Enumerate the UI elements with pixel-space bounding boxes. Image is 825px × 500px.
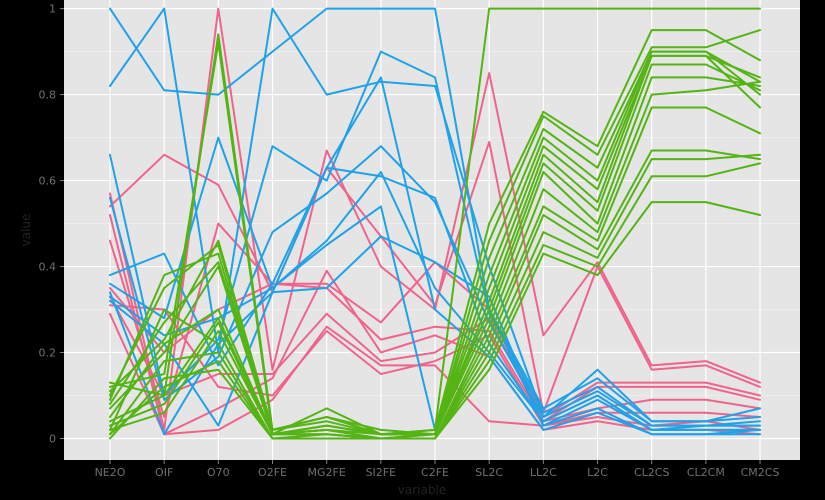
x-tick-label: C2FE [421,466,449,479]
y-tick-label: 0.2 [39,347,57,360]
x-tick-label: O70 [207,466,230,479]
series-lines [109,7,761,440]
y-axis-title: value [19,214,33,247]
series-line-group-2 [109,145,761,427]
x-axis: NE2O OIF O70 O2FE MG2FE SI2FE C2FE SL2C LL2C L2C C… [95,460,780,479]
series-line-group-2 [109,7,761,423]
series-line-group-3 [109,201,761,440]
series-line-group-3 [109,29,761,436]
series-line-group-2 [109,76,761,436]
y-tick-label: 0.6 [39,175,57,188]
x-axis-title: variable [398,483,446,497]
x-tick-label: MG2FE [308,466,346,479]
x-tick-label: NE2O [95,466,126,479]
x-tick-label: CL2CS [634,466,669,479]
series-line-group-1 [109,304,761,427]
y-tick-label: 1 [49,3,56,16]
y-tick-label: 0.4 [39,261,57,274]
x-tick-label: L2C [587,466,608,479]
x-tick-label: O2FE [258,466,287,479]
y-tick-label: 0.8 [39,89,57,102]
series-line-group-1 [109,295,761,423]
x-tick-label: LL2C [530,466,557,479]
y-tick-label: 0 [49,433,56,446]
x-tick-label: SL2C [475,466,503,479]
y-axis: 0 0.2 0.4 0.6 0.8 1 [39,3,64,446]
x-tick-label: SI2FE [366,466,397,479]
x-tick-label: CM2CS [741,466,780,479]
x-tick-label: OIF [155,466,173,479]
x-tick-label: CL2CM [687,466,725,479]
series-line-group-3 [109,76,761,440]
